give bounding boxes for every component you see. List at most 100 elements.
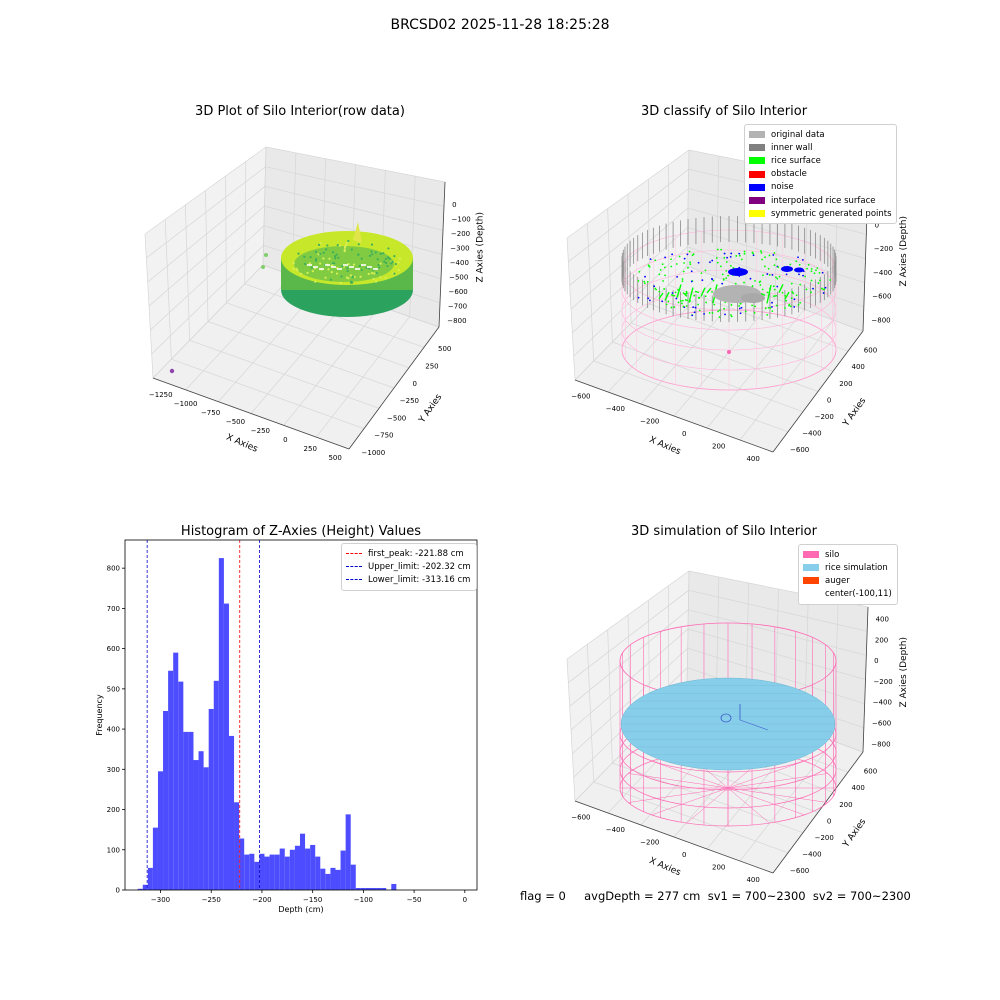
rice-point — [691, 254, 694, 257]
histogram-bar — [289, 849, 295, 890]
legend-swatch — [749, 210, 765, 218]
histogram-bar — [234, 802, 240, 890]
raw-point — [338, 244, 342, 247]
plot4-y-tick-label: 200 — [839, 801, 852, 809]
plot1-z-tick-label: −400 — [450, 259, 469, 267]
rice-streak — [664, 291, 670, 301]
histogram-y-tick-label: 300 — [107, 766, 120, 774]
raw-point — [357, 243, 360, 246]
grid-line — [686, 265, 864, 332]
rice-point — [673, 306, 676, 308]
rice-point — [777, 266, 780, 269]
plot4-z-tick-label: −600 — [872, 720, 891, 728]
rice-point — [819, 279, 821, 282]
rice-point — [771, 301, 773, 304]
plot1-y-tick-label: 250 — [425, 362, 438, 370]
raw-point — [358, 264, 361, 268]
legend-item: first_peak: -221.88 cm — [346, 547, 472, 560]
plot1-z-axis-label: Z Axies (Depth) — [475, 212, 485, 283]
rice-point — [740, 306, 743, 309]
raw-point — [325, 248, 328, 251]
rice-point — [693, 311, 696, 314]
raw-point — [384, 276, 387, 280]
plot4-x-tick-label: −600 — [571, 813, 590, 821]
raw-point — [385, 261, 388, 265]
plot1-x-tick-label: −500 — [226, 418, 245, 426]
rice-point — [754, 279, 756, 282]
raw-point — [379, 252, 382, 255]
rice-point — [724, 313, 726, 316]
raw-point — [378, 266, 381, 269]
rice-point — [721, 282, 724, 285]
histogram-bar — [137, 888, 143, 890]
plot2-z-tick-label: −800 — [871, 316, 890, 324]
legend-swatch — [749, 131, 765, 139]
raw-point — [345, 243, 348, 246]
plot1-y-tick-label: 0 — [413, 380, 417, 388]
histogram-bar — [168, 670, 174, 890]
legend-spacer — [803, 591, 819, 598]
plot2-x-tick-label: −600 — [571, 392, 590, 400]
histogram-bar — [193, 760, 199, 890]
rice-point — [700, 272, 703, 275]
histogram-x-axis-label: Depth (cm) — [278, 905, 323, 914]
histogram-plot — [122, 539, 478, 893]
raw-point — [397, 268, 400, 271]
raw-point — [315, 258, 318, 261]
histogram-bar — [376, 887, 382, 890]
plot4-legend: silo rice simulation auger center(-100,1… — [798, 544, 898, 605]
raw-point — [319, 242, 322, 245]
rice-point — [694, 306, 697, 309]
rice-point — [717, 310, 720, 313]
rice-point — [739, 302, 742, 305]
rice-point — [711, 278, 714, 281]
rice-point — [793, 306, 796, 308]
histogram-x-tick-label: −50 — [407, 896, 422, 904]
histogram-bar — [152, 827, 158, 890]
rice-point — [689, 263, 692, 266]
rice-streak — [760, 292, 766, 297]
rice-point — [718, 316, 721, 319]
raw-point — [367, 272, 370, 276]
rice-point — [686, 299, 689, 302]
raw-point — [303, 255, 306, 258]
histogram-y-tick-label: 800 — [107, 565, 120, 573]
rice-point — [753, 311, 756, 314]
legend-line — [346, 553, 362, 555]
plot4-x-axis-label: X Axies — [648, 856, 683, 878]
histogram-x-tick-label: −200 — [252, 896, 271, 904]
rice-streak — [688, 287, 694, 303]
histogram-y-tick-label: 500 — [107, 685, 120, 693]
legend-line — [346, 566, 362, 568]
plot1-x-tick-label: −1250 — [149, 391, 173, 399]
legend-item: auger — [803, 574, 893, 587]
rice-point — [772, 254, 775, 256]
histogram-bar — [325, 873, 331, 890]
rice-point — [743, 281, 745, 284]
raw-point — [370, 243, 374, 246]
rice-point — [785, 273, 788, 276]
rice-point — [797, 256, 799, 259]
rice-point — [682, 270, 685, 273]
rice-streak — [658, 292, 664, 300]
rice-point — [711, 259, 714, 262]
z-axis-line — [862, 606, 869, 753]
histogram-x-tick-label: −150 — [303, 896, 322, 904]
plot4-y-tick-label: 0 — [827, 817, 831, 825]
rice-point — [766, 291, 769, 294]
raw-point — [398, 257, 402, 260]
raw-point — [390, 262, 393, 265]
raw-point — [370, 250, 373, 253]
rice-point — [813, 272, 816, 275]
rice-point — [712, 279, 715, 282]
raw-point — [292, 267, 295, 270]
legend-label: first_peak: -221.88 cm — [368, 548, 464, 559]
grid-line — [262, 146, 267, 266]
rice-point — [785, 299, 788, 302]
rice-point — [723, 307, 726, 310]
plot2-legend: original data inner wall rice surface ob… — [744, 124, 897, 225]
raw-point — [360, 268, 363, 272]
rice-point — [646, 280, 649, 283]
plot1-z-tick-label: −300 — [450, 244, 469, 252]
silo-floor-line — [651, 787, 729, 816]
